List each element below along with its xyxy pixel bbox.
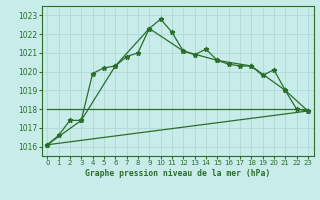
X-axis label: Graphe pression niveau de la mer (hPa): Graphe pression niveau de la mer (hPa) xyxy=(85,169,270,178)
